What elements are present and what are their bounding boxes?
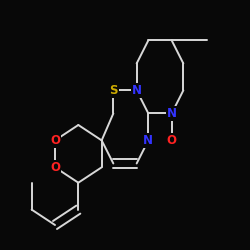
Text: O: O (167, 134, 177, 147)
Text: N: N (167, 107, 177, 120)
Text: N: N (143, 134, 153, 147)
Text: O: O (50, 161, 60, 174)
Text: O: O (50, 134, 60, 147)
Text: S: S (109, 84, 118, 97)
Text: N: N (132, 84, 142, 97)
